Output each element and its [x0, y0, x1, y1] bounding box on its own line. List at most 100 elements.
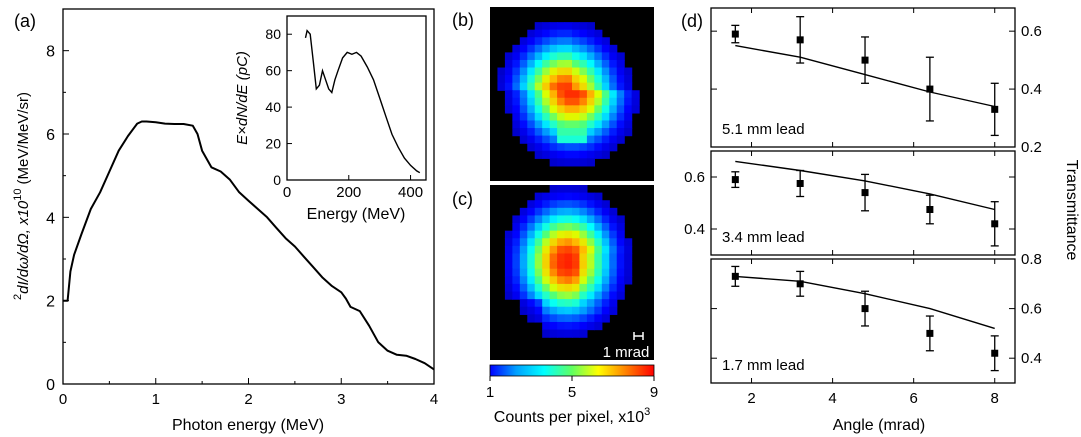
- panel-a-ytick-label: 6: [46, 127, 55, 144]
- heatmap-cell: [564, 158, 573, 167]
- heatmap-cell: [519, 299, 528, 308]
- heatmap-cell: [519, 268, 528, 277]
- heatmap-cell: [609, 120, 618, 129]
- inset-xtick-label: 200: [336, 184, 361, 201]
- heatmap-cell: [594, 128, 603, 137]
- heatmap-cell: [512, 253, 521, 262]
- panel-a-xtick-label: 2: [244, 391, 252, 408]
- heatmap-cell: [542, 37, 551, 46]
- heatmap-cell: [504, 230, 513, 239]
- subpanel-frame: [710, 7, 1016, 148]
- heatmap-cell: [504, 261, 513, 270]
- heatmap-cell: [557, 82, 566, 91]
- svg-text:2dI/dω/dΩ, x1010(MeV/MeV/sr): 2dI/dω/dΩ, x1010 (MeV/MeV/sr): [12, 92, 32, 300]
- heatmap-cell: [624, 245, 633, 255]
- heatmap-cell: [572, 276, 581, 285]
- heatmap-cell: [601, 90, 610, 99]
- heatmap-cell: [594, 143, 603, 152]
- heatmap-cell: [542, 105, 551, 114]
- heatmap-cell: [572, 200, 581, 209]
- heatmap-cell: [534, 314, 543, 323]
- heatmap-cell: [542, 135, 551, 144]
- panel-d-ylabel: Transmittance: [1063, 160, 1080, 261]
- heatmap-cell: [624, 112, 633, 122]
- heatmap-cell: [534, 200, 543, 209]
- heatmap-cell: [609, 276, 618, 285]
- heatmap-cell: [564, 105, 573, 114]
- heatmap-cell: [549, 268, 558, 277]
- heatmap-cell: [534, 97, 543, 106]
- panel-d-label: (d): [681, 11, 703, 31]
- heatmap-cell: [601, 283, 610, 293]
- heatmap-cell: [564, 253, 573, 262]
- subpanel-ytick-label: 0.2: [1021, 139, 1042, 156]
- heatmap-cell: [557, 128, 566, 137]
- heatmap-cell: [534, 291, 543, 300]
- heatmap-cell: [572, 230, 581, 239]
- heatmap-b: [497, 22, 640, 167]
- heatmap-cell: [549, 200, 558, 209]
- heatmap-cell: [527, 75, 536, 84]
- heatmap-cell: [564, 200, 573, 209]
- heatmap-cell: [616, 135, 625, 144]
- heatmap-cell: [594, 37, 603, 46]
- heatmap-cell: [609, 67, 618, 76]
- heatmap-cell: [512, 112, 521, 122]
- heatmap-cell: [549, 329, 558, 338]
- heatmap-cell: [564, 75, 573, 84]
- heatmap-cell: [549, 158, 558, 167]
- heatmap-cell: [542, 112, 551, 122]
- heatmap-cell: [616, 223, 625, 232]
- heatmap-cell: [542, 200, 551, 209]
- inset-curve: [304, 29, 421, 174]
- heatmap-cell: [534, 105, 543, 114]
- heatmap-cell: [542, 329, 551, 338]
- heatmap-cell: [564, 230, 573, 239]
- heatmap-cell: [594, 230, 603, 239]
- heatmap-cell: [527, 200, 536, 209]
- heatmap-cell: [549, 230, 558, 239]
- heatmap-cell: [519, 215, 528, 224]
- heatmap-cell: [564, 306, 573, 315]
- heatmap-cell: [579, 223, 588, 232]
- heatmap-cell: [609, 207, 618, 217]
- heatmap-cell: [519, 59, 528, 69]
- heatmap-cell: [572, 128, 581, 137]
- subpanel-ytick-label: 0.6: [1021, 23, 1042, 40]
- heatmap-cell: [586, 314, 595, 323]
- heatmap-cell: [557, 75, 566, 84]
- heatmap-cell: [594, 238, 603, 247]
- heatmap-cell: [549, 185, 558, 194]
- heatmap-cell: [549, 321, 558, 331]
- heatmap-cell: [557, 276, 566, 285]
- subpanel-ytick-label: 0.6: [684, 169, 705, 186]
- heatmap-cell: [549, 97, 558, 106]
- panel-d-xlabel: Angle (mrad): [833, 417, 925, 434]
- heatmap-cell: [542, 22, 551, 31]
- heatmap-cell: [572, 215, 581, 224]
- heatmap-cell: [527, 207, 536, 217]
- heatmap-cell: [519, 306, 528, 315]
- heatmap-cell: [512, 120, 521, 129]
- heatmap-cell: [557, 22, 566, 31]
- heatmap-cell: [534, 261, 543, 270]
- heatmap-cell: [534, 238, 543, 247]
- heatmap-cell: [572, 192, 581, 201]
- heatmap-cell: [601, 200, 610, 209]
- panel-b: (b): [452, 7, 654, 181]
- heatmap-cell: [616, 238, 625, 247]
- heatmap-cell: [549, 150, 558, 159]
- heatmap-cell: [594, 52, 603, 61]
- heatmap-cell: [527, 120, 536, 129]
- heatmap-cell: [564, 238, 573, 247]
- heatmap-cell: [586, 230, 595, 239]
- heatmap-cell: [527, 261, 536, 270]
- colorbar-gradient: [489, 364, 655, 377]
- heatmap-cell: [527, 52, 536, 61]
- heatmap-cell: [549, 67, 558, 76]
- heatmap-cell: [504, 253, 513, 262]
- data-point: [731, 30, 739, 38]
- heatmap-cell: [512, 238, 521, 247]
- subpanel-ytick-label: 0.4: [1021, 350, 1042, 367]
- heatmap-cell: [557, 192, 566, 201]
